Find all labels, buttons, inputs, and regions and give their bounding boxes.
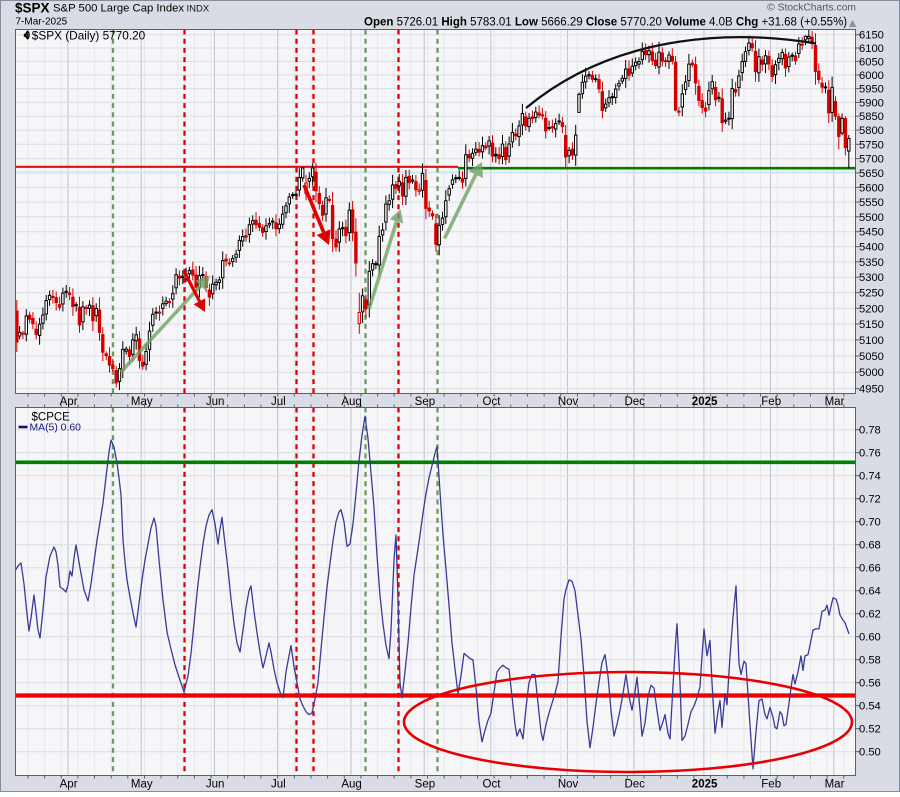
svg-text:5300: 5300 [859,272,884,284]
svg-text:$SPX: $SPX [15,1,50,16]
svg-text:May: May [131,396,153,408]
svg-text:0.76: 0.76 [859,448,881,460]
svg-text:5200: 5200 [859,303,884,315]
svg-text:0.68: 0.68 [859,540,881,552]
svg-text:5900: 5900 [859,97,884,109]
svg-text:Jul: Jul [271,396,286,408]
svg-text:5800: 5800 [859,125,884,137]
svg-text:S&P 500 Large Cap Index: S&P 500 Large Cap Index [53,3,184,15]
svg-text:5500: 5500 [859,212,884,224]
svg-text:Jun: Jun [206,396,225,408]
svg-text:Open 5726.01 High 5783.01 Low: Open 5726.01 High 5783.01 Low 5666.29 Cl… [364,17,847,29]
svg-text:6050: 6050 [859,56,884,68]
svg-text:5400: 5400 [859,242,884,254]
svg-text:0.50: 0.50 [859,747,881,759]
svg-text:5650: 5650 [859,168,884,180]
svg-text:5050: 5050 [859,351,884,363]
svg-text:Feb: Feb [761,779,781,791]
svg-text:Nov: Nov [558,779,579,791]
svg-text:5100: 5100 [859,335,884,347]
svg-text:Nov: Nov [558,396,579,408]
svg-text:5250: 5250 [859,288,884,300]
svg-text:0.78: 0.78 [859,425,881,437]
svg-text:5700: 5700 [859,154,884,166]
svg-text:Oct: Oct [483,396,502,408]
svg-text:0.54: 0.54 [859,701,881,713]
svg-text:0.58: 0.58 [859,655,881,667]
svg-text:Apr: Apr [60,396,78,408]
svg-text:5600: 5600 [859,182,884,194]
svg-text:2025: 2025 [692,396,718,408]
svg-text:© StockCharts.com: © StockCharts.com [767,3,856,14]
svg-text:7-Mar-2025: 7-Mar-2025 [16,17,68,28]
svg-text:0.62: 0.62 [859,609,881,621]
svg-text:2025: 2025 [692,779,718,791]
svg-text:0.72: 0.72 [859,494,881,506]
svg-text:6100: 6100 [859,43,884,55]
svg-text:Dec: Dec [624,396,645,408]
svg-text:0.60: 0.60 [859,632,881,644]
svg-text:5350: 5350 [859,257,884,269]
svg-text:5750: 5750 [859,139,884,151]
svg-text:5550: 5550 [859,197,884,209]
svg-text:Jul: Jul [271,779,286,791]
svg-text:$SPX (Daily) 5770.20: $SPX (Daily) 5770.20 [32,29,146,43]
svg-text:Mar: Mar [825,396,845,408]
svg-text:6000: 6000 [859,70,884,82]
svg-text:0.74: 0.74 [859,471,881,483]
svg-text:Feb: Feb [761,396,781,408]
svg-text:Oct: Oct [483,779,502,791]
svg-text:0.70: 0.70 [859,517,881,529]
svg-text:0.56: 0.56 [859,678,881,690]
svg-text:$CPCE: $CPCE [32,412,71,424]
svg-text:May: May [131,779,153,791]
svg-text:INDX: INDX [187,4,210,15]
svg-text:0.66: 0.66 [859,563,881,575]
svg-text:Aug: Aug [341,779,361,791]
svg-text:Apr: Apr [60,779,78,791]
svg-text:Jun: Jun [206,779,225,791]
svg-text:Dec: Dec [624,779,645,791]
svg-text:MA(5) 0.60: MA(5) 0.60 [30,423,82,434]
svg-text:4950: 4950 [859,384,884,396]
svg-text:0.64: 0.64 [859,586,881,598]
svg-text:5450: 5450 [859,227,884,239]
svg-text:5150: 5150 [859,319,884,331]
svg-text:0.52: 0.52 [859,724,881,736]
svg-text:5000: 5000 [859,367,884,379]
svg-text:Sep: Sep [415,779,435,791]
svg-text:Sep: Sep [415,396,435,408]
svg-text:5950: 5950 [859,84,884,96]
svg-text:Aug: Aug [341,396,361,408]
svg-text:5850: 5850 [859,111,884,123]
svg-text:6150: 6150 [859,30,884,42]
svg-text:Mar: Mar [825,779,845,791]
